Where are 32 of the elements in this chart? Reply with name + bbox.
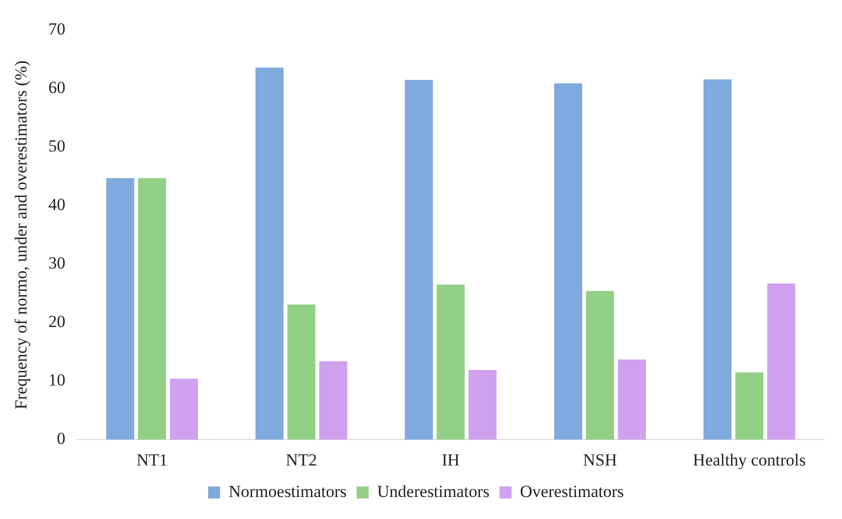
bar	[554, 83, 582, 440]
bar	[586, 291, 614, 440]
x-tick-label: NSH	[583, 450, 618, 470]
legend-label: Underestimators	[377, 482, 490, 501]
bar	[287, 304, 316, 440]
x-tick-label: NT2	[286, 450, 317, 470]
legend-label: Normoestimators	[228, 482, 347, 501]
x-tick-label: NT1	[136, 450, 168, 470]
y-tick-label: 50	[48, 136, 66, 156]
bar	[468, 370, 497, 440]
bar	[170, 378, 198, 440]
bar	[703, 79, 732, 440]
bar	[436, 284, 465, 440]
legend-label: Overestimators	[520, 482, 624, 501]
bar	[404, 80, 433, 440]
bar	[319, 361, 348, 440]
bar	[106, 178, 134, 440]
bar	[256, 68, 284, 440]
x-tick-label: IH	[442, 450, 460, 470]
y-tick-label: 0	[56, 429, 66, 448]
y-axis-title: Frequency of normo, under and overestimators (%)	[12, 60, 31, 410]
x-tick-label: Healthy controls	[692, 450, 806, 470]
y-tick-label: 30	[48, 254, 66, 273]
y-tick-label: 10	[48, 370, 66, 390]
y-tick-label: 20	[48, 312, 66, 332]
y-tick-label: 70	[48, 20, 66, 39]
bar	[138, 178, 166, 440]
y-tick-label: 40	[48, 195, 66, 214]
bar	[735, 372, 764, 440]
bar	[618, 359, 646, 440]
bar	[767, 283, 796, 440]
y-tick-label: 60	[48, 78, 66, 98]
